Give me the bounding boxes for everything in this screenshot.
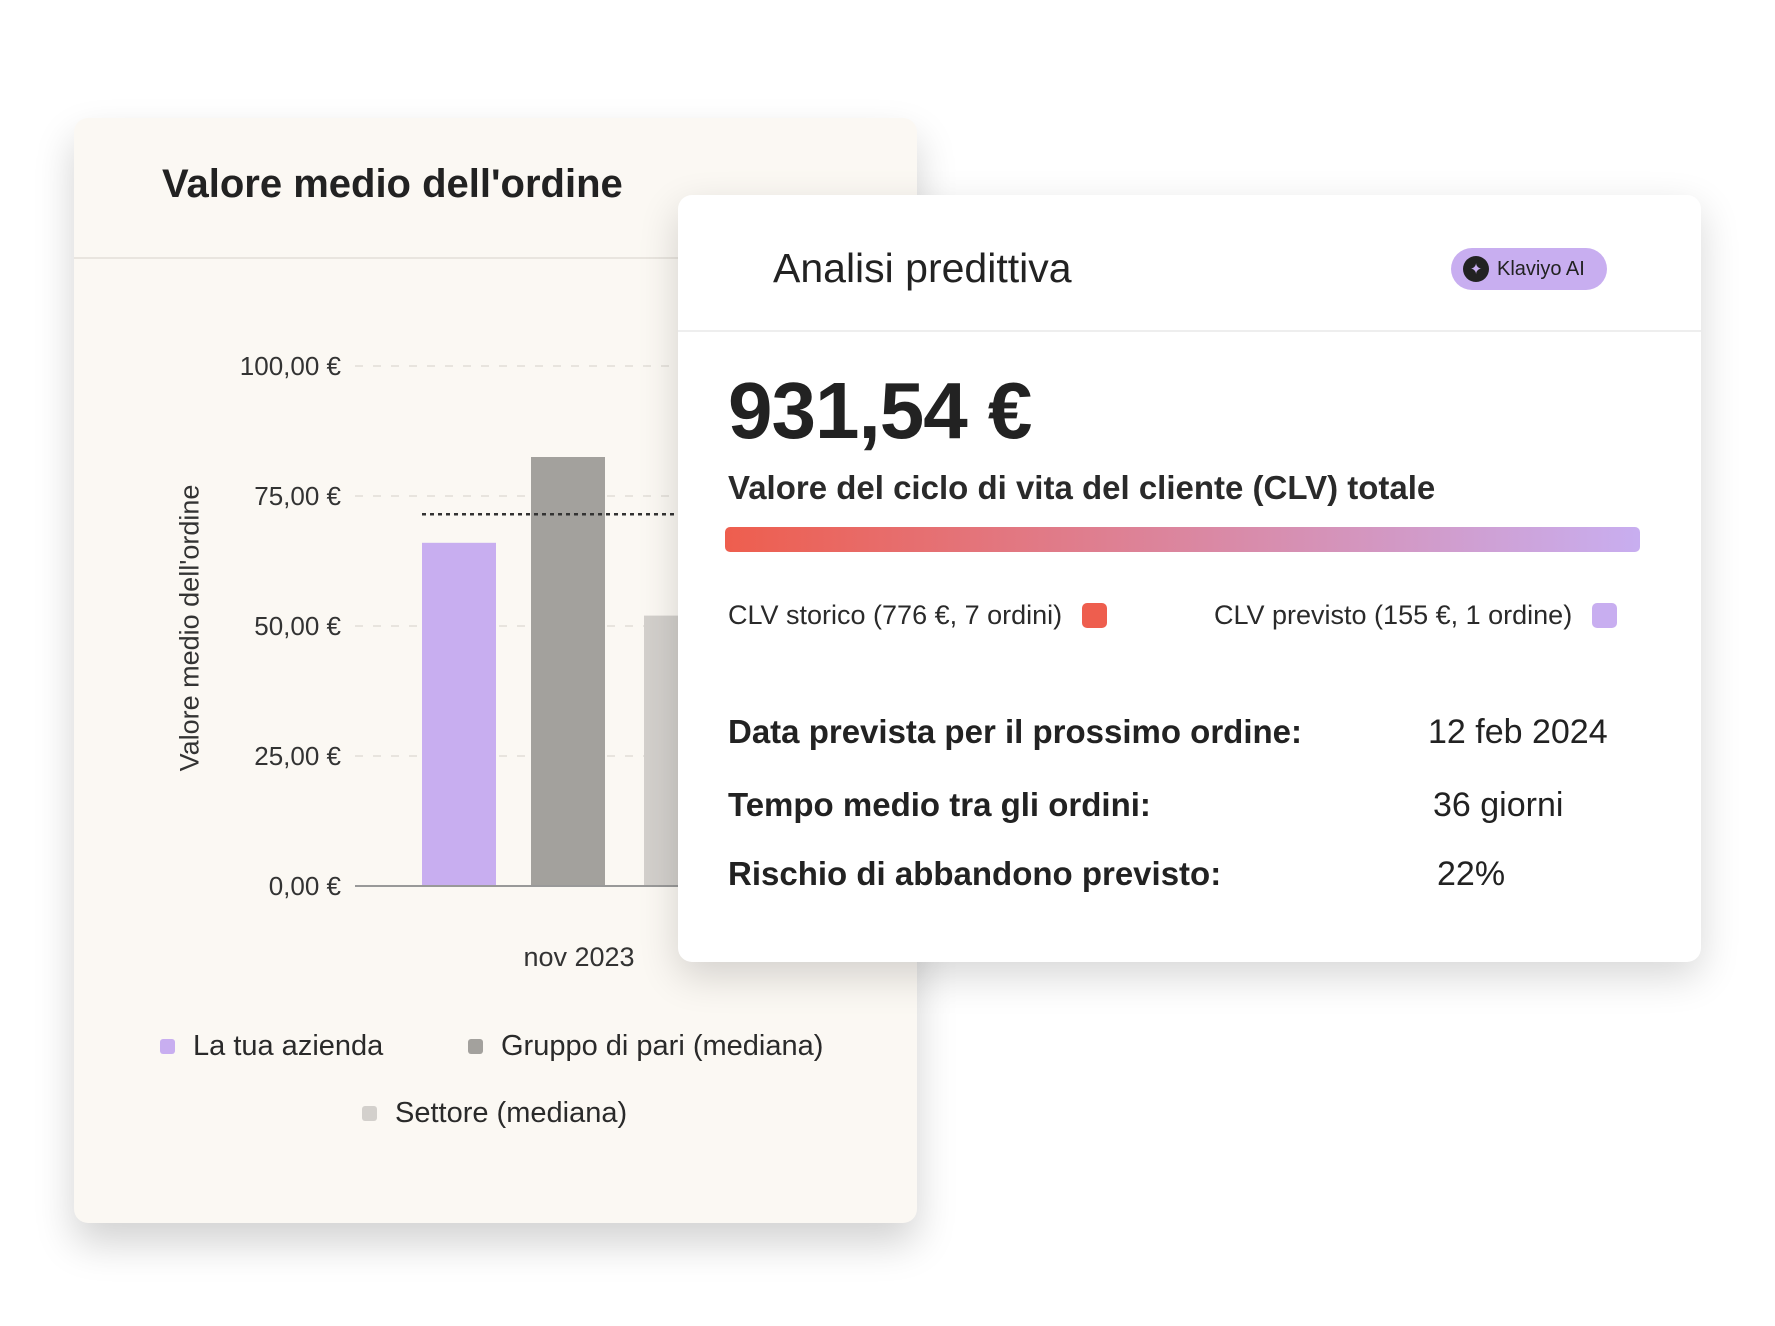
legend-historic-clv: CLV storico (776 €, 7 ordini) [728, 600, 1108, 631]
predictive-analysis-card: Analisi predittiva ✦ Klaviyo AI 931,54 € … [678, 195, 1701, 962]
y-tick-label: 0,00 € [269, 871, 342, 901]
legend-predicted-clv: CLV previsto (155 €, 1 ordine) [1214, 600, 1618, 631]
legend-swatch [468, 1039, 483, 1054]
stat-label-churn-risk: Rischio di abbandono previsto: [728, 855, 1222, 892]
bar-chart: 0,00 € 25,00 € 50,00 € 75,00 € 100,00 € nov 2… [240, 351, 917, 972]
legend-label: CLV previsto (155 €, 1 ordine) [1214, 600, 1573, 630]
legend-swatch [362, 1106, 377, 1121]
divider [678, 330, 1701, 332]
legend-item-company: La tua azienda [160, 1030, 383, 1063]
bar-1 [422, 542, 496, 886]
y-axis-title: Valore medio dell'ordine [174, 484, 205, 772]
y-tick-label: 75,00 € [254, 481, 341, 511]
divider [74, 257, 917, 259]
stat-label-next-order: Data prevista per il prossimo ordine: [728, 713, 1302, 750]
legend-label: Settore (mediana) [395, 1097, 628, 1129]
legend-swatch [1082, 603, 1108, 628]
y-tick-label: 25,00 € [254, 741, 341, 771]
y-tick-label: 100,00 € [240, 351, 342, 381]
stat-value-churn-risk: 22% [1437, 855, 1506, 893]
total-clv-value: 931,54 € [728, 366, 1032, 455]
stat-value-avg-time: 36 giorni [1433, 786, 1564, 824]
legend-swatch [160, 1039, 175, 1054]
sparkle-icon: ✦ [1463, 256, 1489, 282]
klaviyo-ai-badge: ✦ Klaviyo AI [1451, 248, 1607, 290]
card-title: Valore medio dell'ordine [162, 162, 623, 206]
stat-value-next-order: 12 feb 2024 [1428, 713, 1608, 751]
legend-item-industry: Settore (mediana) [362, 1097, 627, 1130]
badge-label: Klaviyo AI [1497, 257, 1585, 280]
total-clv-label: Valore del ciclo di vita del cliente (CL… [728, 469, 1436, 506]
x-tick-label: nov 2023 [523, 942, 634, 972]
card-title: Analisi predittiva [773, 245, 1072, 291]
y-tick-label: 50,00 € [254, 611, 341, 641]
clv-progress-bar [725, 527, 1640, 552]
legend-label: La tua azienda [193, 1030, 384, 1062]
legend-label: Gruppo di pari (mediana) [501, 1030, 824, 1062]
legend-swatch [1592, 603, 1618, 628]
legend-item-peers: Gruppo di pari (mediana) [468, 1030, 823, 1063]
bar-2 [531, 457, 605, 886]
legend-label: CLV storico (776 €, 7 ordini) [728, 600, 1063, 630]
stat-label-avg-time: Tempo medio tra gli ordini: [728, 786, 1151, 823]
